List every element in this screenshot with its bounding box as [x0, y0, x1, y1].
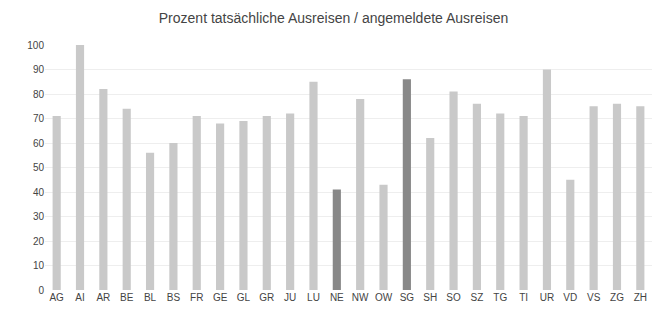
- svg-text:0: 0: [38, 285, 44, 296]
- svg-text:NE: NE: [330, 292, 344, 303]
- svg-text:NW: NW: [352, 292, 369, 303]
- svg-text:BS: BS: [167, 292, 181, 303]
- svg-text:10: 10: [33, 260, 45, 271]
- svg-text:FR: FR: [190, 292, 203, 303]
- svg-text:LU: LU: [307, 292, 320, 303]
- svg-text:UR: UR: [540, 292, 554, 303]
- svg-text:30: 30: [33, 211, 45, 222]
- svg-text:60: 60: [33, 138, 45, 149]
- svg-text:AR: AR: [96, 292, 110, 303]
- svg-text:JU: JU: [284, 292, 296, 303]
- svg-text:SG: SG: [400, 292, 415, 303]
- svg-text:SH: SH: [423, 292, 437, 303]
- svg-text:GL: GL: [237, 292, 251, 303]
- svg-text:BL: BL: [144, 292, 157, 303]
- svg-text:ZH: ZH: [634, 292, 647, 303]
- svg-text:TI: TI: [519, 292, 528, 303]
- svg-text:20: 20: [33, 236, 45, 247]
- svg-text:50: 50: [33, 162, 45, 173]
- svg-text:GR: GR: [259, 292, 274, 303]
- svg-text:VD: VD: [563, 292, 577, 303]
- svg-text:70: 70: [33, 113, 45, 124]
- svg-text:100: 100: [27, 40, 44, 51]
- svg-text:Prozent tatsächliche Ausreisen: Prozent tatsächliche Ausreisen / angemel…: [159, 10, 508, 26]
- svg-text:VS: VS: [587, 292, 601, 303]
- svg-text:TG: TG: [493, 292, 507, 303]
- svg-text:SO: SO: [446, 292, 461, 303]
- svg-text:80: 80: [33, 89, 45, 100]
- svg-text:40: 40: [33, 187, 45, 198]
- svg-text:90: 90: [33, 64, 45, 75]
- svg-text:OW: OW: [375, 292, 393, 303]
- svg-text:BE: BE: [120, 292, 134, 303]
- svg-text:GE: GE: [213, 292, 228, 303]
- svg-text:ZG: ZG: [610, 292, 624, 303]
- svg-text:AG: AG: [49, 292, 64, 303]
- svg-text:AI: AI: [75, 292, 84, 303]
- svg-text:SZ: SZ: [471, 292, 484, 303]
